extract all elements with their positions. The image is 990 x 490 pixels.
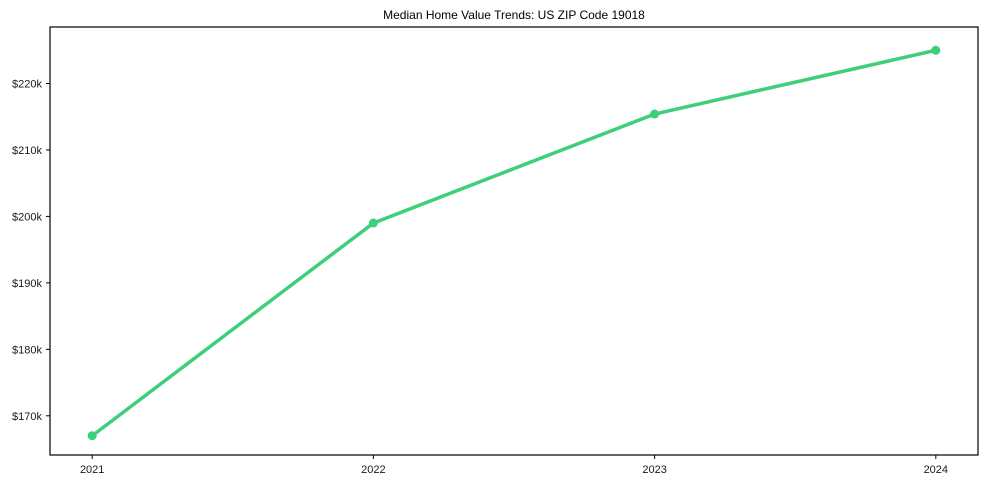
y-tick-label: $220k (12, 78, 42, 90)
x-tick-label: 2022 (361, 464, 385, 476)
data-point-marker (931, 45, 941, 55)
x-tick-label: 2024 (924, 464, 948, 476)
trend-line (90, 48, 938, 438)
y-tick-label: $180k (12, 344, 42, 356)
x-tick-label: 2023 (642, 464, 666, 476)
chart-title: Median Home Value Trends: US ZIP Code 19… (383, 8, 645, 22)
y-tick-label: $200k (12, 211, 42, 223)
y-tick-label: $170k (12, 411, 42, 423)
plot-border (49, 26, 979, 456)
data-point-marker (650, 109, 660, 119)
y-tick-label: $190k (12, 278, 42, 290)
x-tick-label: 2021 (80, 464, 104, 476)
data-point-marker (368, 218, 378, 228)
y-tick-label: $210k (12, 145, 42, 157)
data-point-marker (87, 431, 97, 441)
